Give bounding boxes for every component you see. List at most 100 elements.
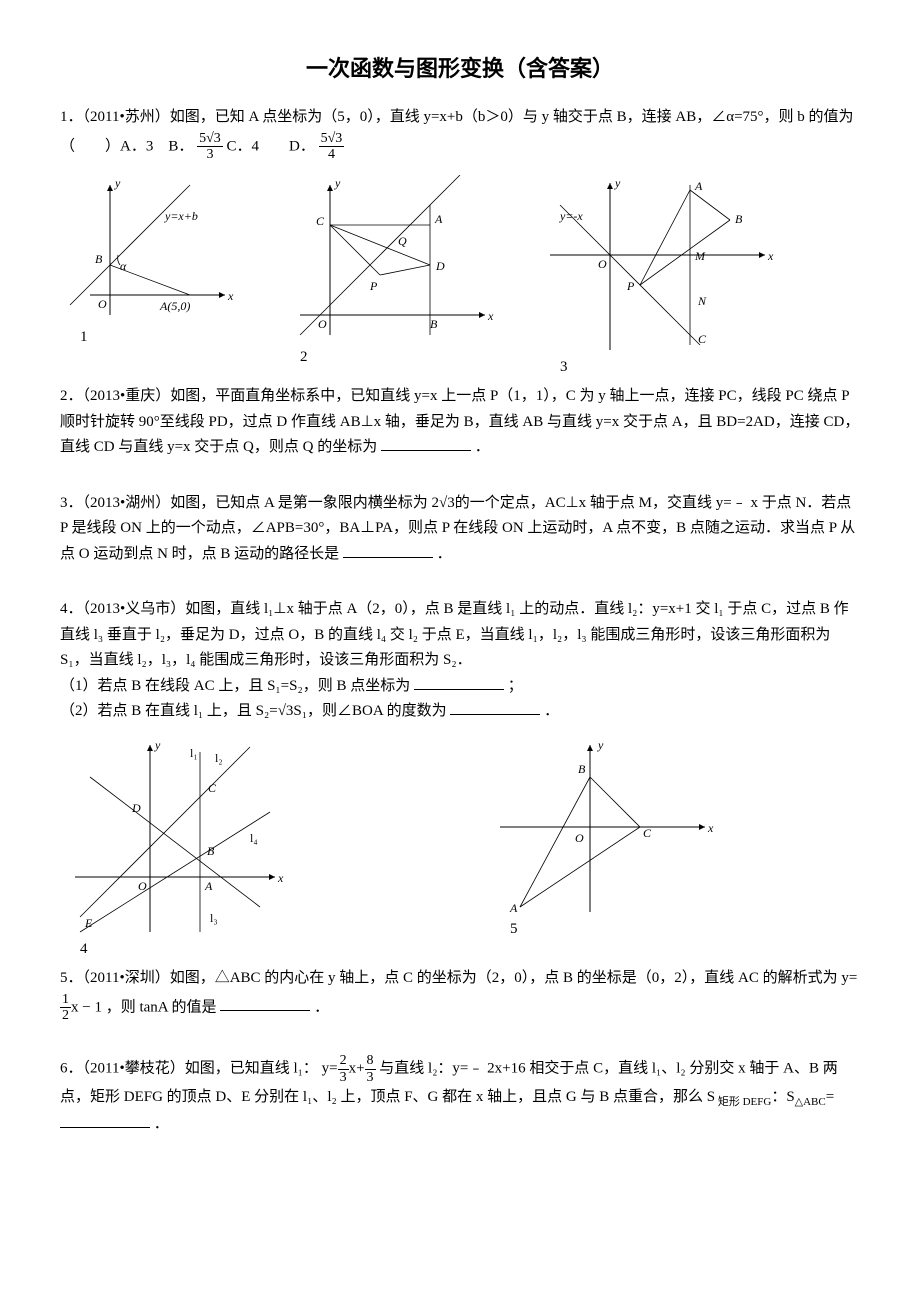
p2-blank — [381, 435, 471, 451]
fig1-O: O — [98, 297, 107, 311]
p6-frac1: 23 — [338, 1053, 349, 1085]
p5-eqpost: x − 1 — [71, 999, 102, 1015]
problem-4: 4．（2013•义乌市）如图，直线 l₁⊥x 轴于点 A（2，0），点 B 是直… — [60, 597, 860, 725]
p1-optB-frac: 5√3 3 — [197, 131, 223, 163]
fig3-O: O — [598, 257, 607, 271]
p4-q1-blank — [414, 674, 504, 690]
p3-sqrt: √3 — [439, 495, 455, 511]
problem-5: 5．（2011•深圳）如图，△ABC 的内心在 y 轴上，点 C 的坐标为（2，… — [60, 966, 860, 1023]
fig4-E: E — [84, 916, 93, 930]
p5-eqpre: y= — [841, 970, 857, 986]
fig2-y: y — [334, 176, 341, 190]
fig1-A: A(5,0) — [159, 299, 190, 313]
fig2-C: C — [316, 214, 325, 228]
p4-q2-sqrt: √3 — [278, 703, 294, 719]
p4-q2-blank — [450, 699, 540, 715]
fig4-col: y x O A B C D E l₁ l₂ l₃ l₄ 4 — [60, 737, 290, 963]
p4-q1b: ； — [508, 678, 523, 694]
figure-4: y x O A B C D E l₁ l₂ l₃ l₄ — [60, 737, 290, 937]
p4-q2b: S₁，则∠BOA 的度数为 — [293, 703, 446, 719]
fig4-B: B — [207, 844, 215, 858]
p1-text: 1．（2011•苏州）如图，已知 A 点坐标为（5，0），直线 y=x+b（b＞… — [60, 109, 854, 154]
fig2-P: P — [369, 279, 378, 293]
fig5-x: x — [707, 821, 714, 835]
fig1-label: 1 — [80, 325, 88, 351]
p6-blank — [60, 1112, 150, 1128]
fig5-A: A — [509, 901, 518, 915]
fig1-x: x — [227, 289, 234, 303]
fig1-B: B — [95, 252, 103, 266]
fig5-B: B — [578, 762, 586, 776]
problem-1: 1．（2011•苏州）如图，已知 A 点坐标为（5，0），直线 y=x+b（b＞… — [60, 105, 860, 162]
p5-a: 5．（2011•深圳）如图，△ABC 的内心在 y 轴上，点 C 的坐标为（2，… — [60, 970, 838, 986]
p6-c: ：S — [771, 1089, 794, 1105]
fig3-B: B — [735, 212, 743, 226]
p5-tail: ． — [314, 999, 329, 1015]
p6-sub1: 矩形 DEFG — [715, 1096, 771, 1108]
fig3-A: A — [694, 179, 703, 193]
problem-3: 3．（2013•湖州）如图，已知点 A 是第一象限内横坐标为 2√3的一个定点，… — [60, 491, 860, 568]
fig4-l2: l₂ — [215, 751, 223, 765]
p5-b: ，则 tanA 的值是 — [106, 999, 217, 1015]
fig4-l3: l₃ — [210, 911, 218, 925]
fig1-alpha: α — [120, 259, 127, 273]
fig3-P: P — [626, 279, 635, 293]
fig4-x: x — [277, 871, 284, 885]
p5-blank — [220, 995, 310, 1011]
p4-q1a: （1）若点 B 在线段 AC 上，且 S₁=S₂，则 B 点坐标为 — [60, 678, 410, 694]
page-title: 一次函数与图形变换（含答案） — [60, 50, 860, 87]
p3-blank — [343, 542, 433, 558]
figrow-1: y x O A(5,0) B α y=x+b 1 y x O C A Q — [60, 175, 860, 381]
p6-mid: x+ — [349, 1061, 365, 1077]
fig5-O: O — [575, 831, 584, 845]
figure-1: y x O A(5,0) B α y=x+b — [60, 175, 240, 325]
fig2-label: 2 — [300, 345, 308, 371]
p4-intro: 4．（2013•义乌市）如图，直线 l₁⊥x 轴于点 A（2，0），点 B 是直… — [60, 597, 860, 674]
p3-a: 3．（2013•湖州）如图，已知点 A 是第一象限内横坐标为 2 — [60, 495, 439, 511]
fig4-l1: l₁ — [190, 746, 198, 760]
fig5-label: 5 — [510, 917, 518, 943]
fig4-O: O — [138, 879, 147, 893]
fig4-l4: l₄ — [250, 831, 258, 845]
fig4-C: C — [208, 781, 217, 795]
p6-frac2: 83 — [365, 1053, 376, 1085]
fig1-line: y=x+b — [164, 209, 198, 223]
fig4-label: 4 — [80, 937, 88, 963]
figure-5: y x O A B C — [490, 737, 720, 917]
figrow-2: y x O A B C D E l₁ l₂ l₃ l₄ 4 y x O A — [60, 737, 860, 963]
fig2-x: x — [487, 309, 494, 323]
fig5-y: y — [597, 738, 604, 752]
fig3-line: y=-x — [559, 209, 583, 223]
p1-optD-frac: 5√3 4 — [319, 131, 345, 163]
p6-sub2: △ABC — [795, 1096, 826, 1108]
p6-d: = — [826, 1089, 834, 1105]
p2-tail: ． — [475, 439, 490, 455]
fig2-O: O — [318, 317, 327, 331]
p6-eqpre: y= — [322, 1061, 338, 1077]
problem-6: 6．（2011•攀枝花）如图，已知直线 l₁： y=23x+83 与直线 l₂：… — [60, 1053, 860, 1137]
fig3-x: x — [767, 249, 774, 263]
fig4-D: D — [131, 801, 141, 815]
fig3-C: C — [698, 332, 707, 346]
fig1-y: y — [114, 176, 121, 190]
fig2-A: A — [434, 212, 443, 226]
fig2-col: y x O C A Q D P B 2 — [280, 175, 500, 381]
p5-frac: 12 — [60, 992, 71, 1024]
fig2-B: B — [430, 317, 438, 331]
p4-q2a: （2）若点 B 在直线 l₁ 上，且 S₂= — [60, 703, 278, 719]
fig1-col: y x O A(5,0) B α y=x+b 1 — [60, 175, 240, 381]
fig4-A: A — [204, 879, 213, 893]
p4-q2c: ． — [544, 703, 559, 719]
fig4-y: y — [154, 738, 161, 752]
figure-2: y x O C A Q D P B — [280, 175, 500, 345]
fig5-C: C — [643, 826, 652, 840]
figure-3: y x O y=-x A B M P N C — [540, 175, 780, 355]
fig2-Q: Q — [398, 234, 407, 248]
fig3-label: 3 — [560, 355, 568, 381]
fig3-M: M — [694, 249, 706, 263]
p6-a: 6．（2011•攀枝花）如图，已知直线 l₁： — [60, 1061, 318, 1077]
fig5-col: y x O A B C 5 — [490, 737, 720, 963]
fig3-y: y — [614, 176, 621, 190]
p6-tail: ． — [154, 1116, 169, 1132]
fig3-col: y x O y=-x A B M P N C 3 — [540, 175, 780, 381]
